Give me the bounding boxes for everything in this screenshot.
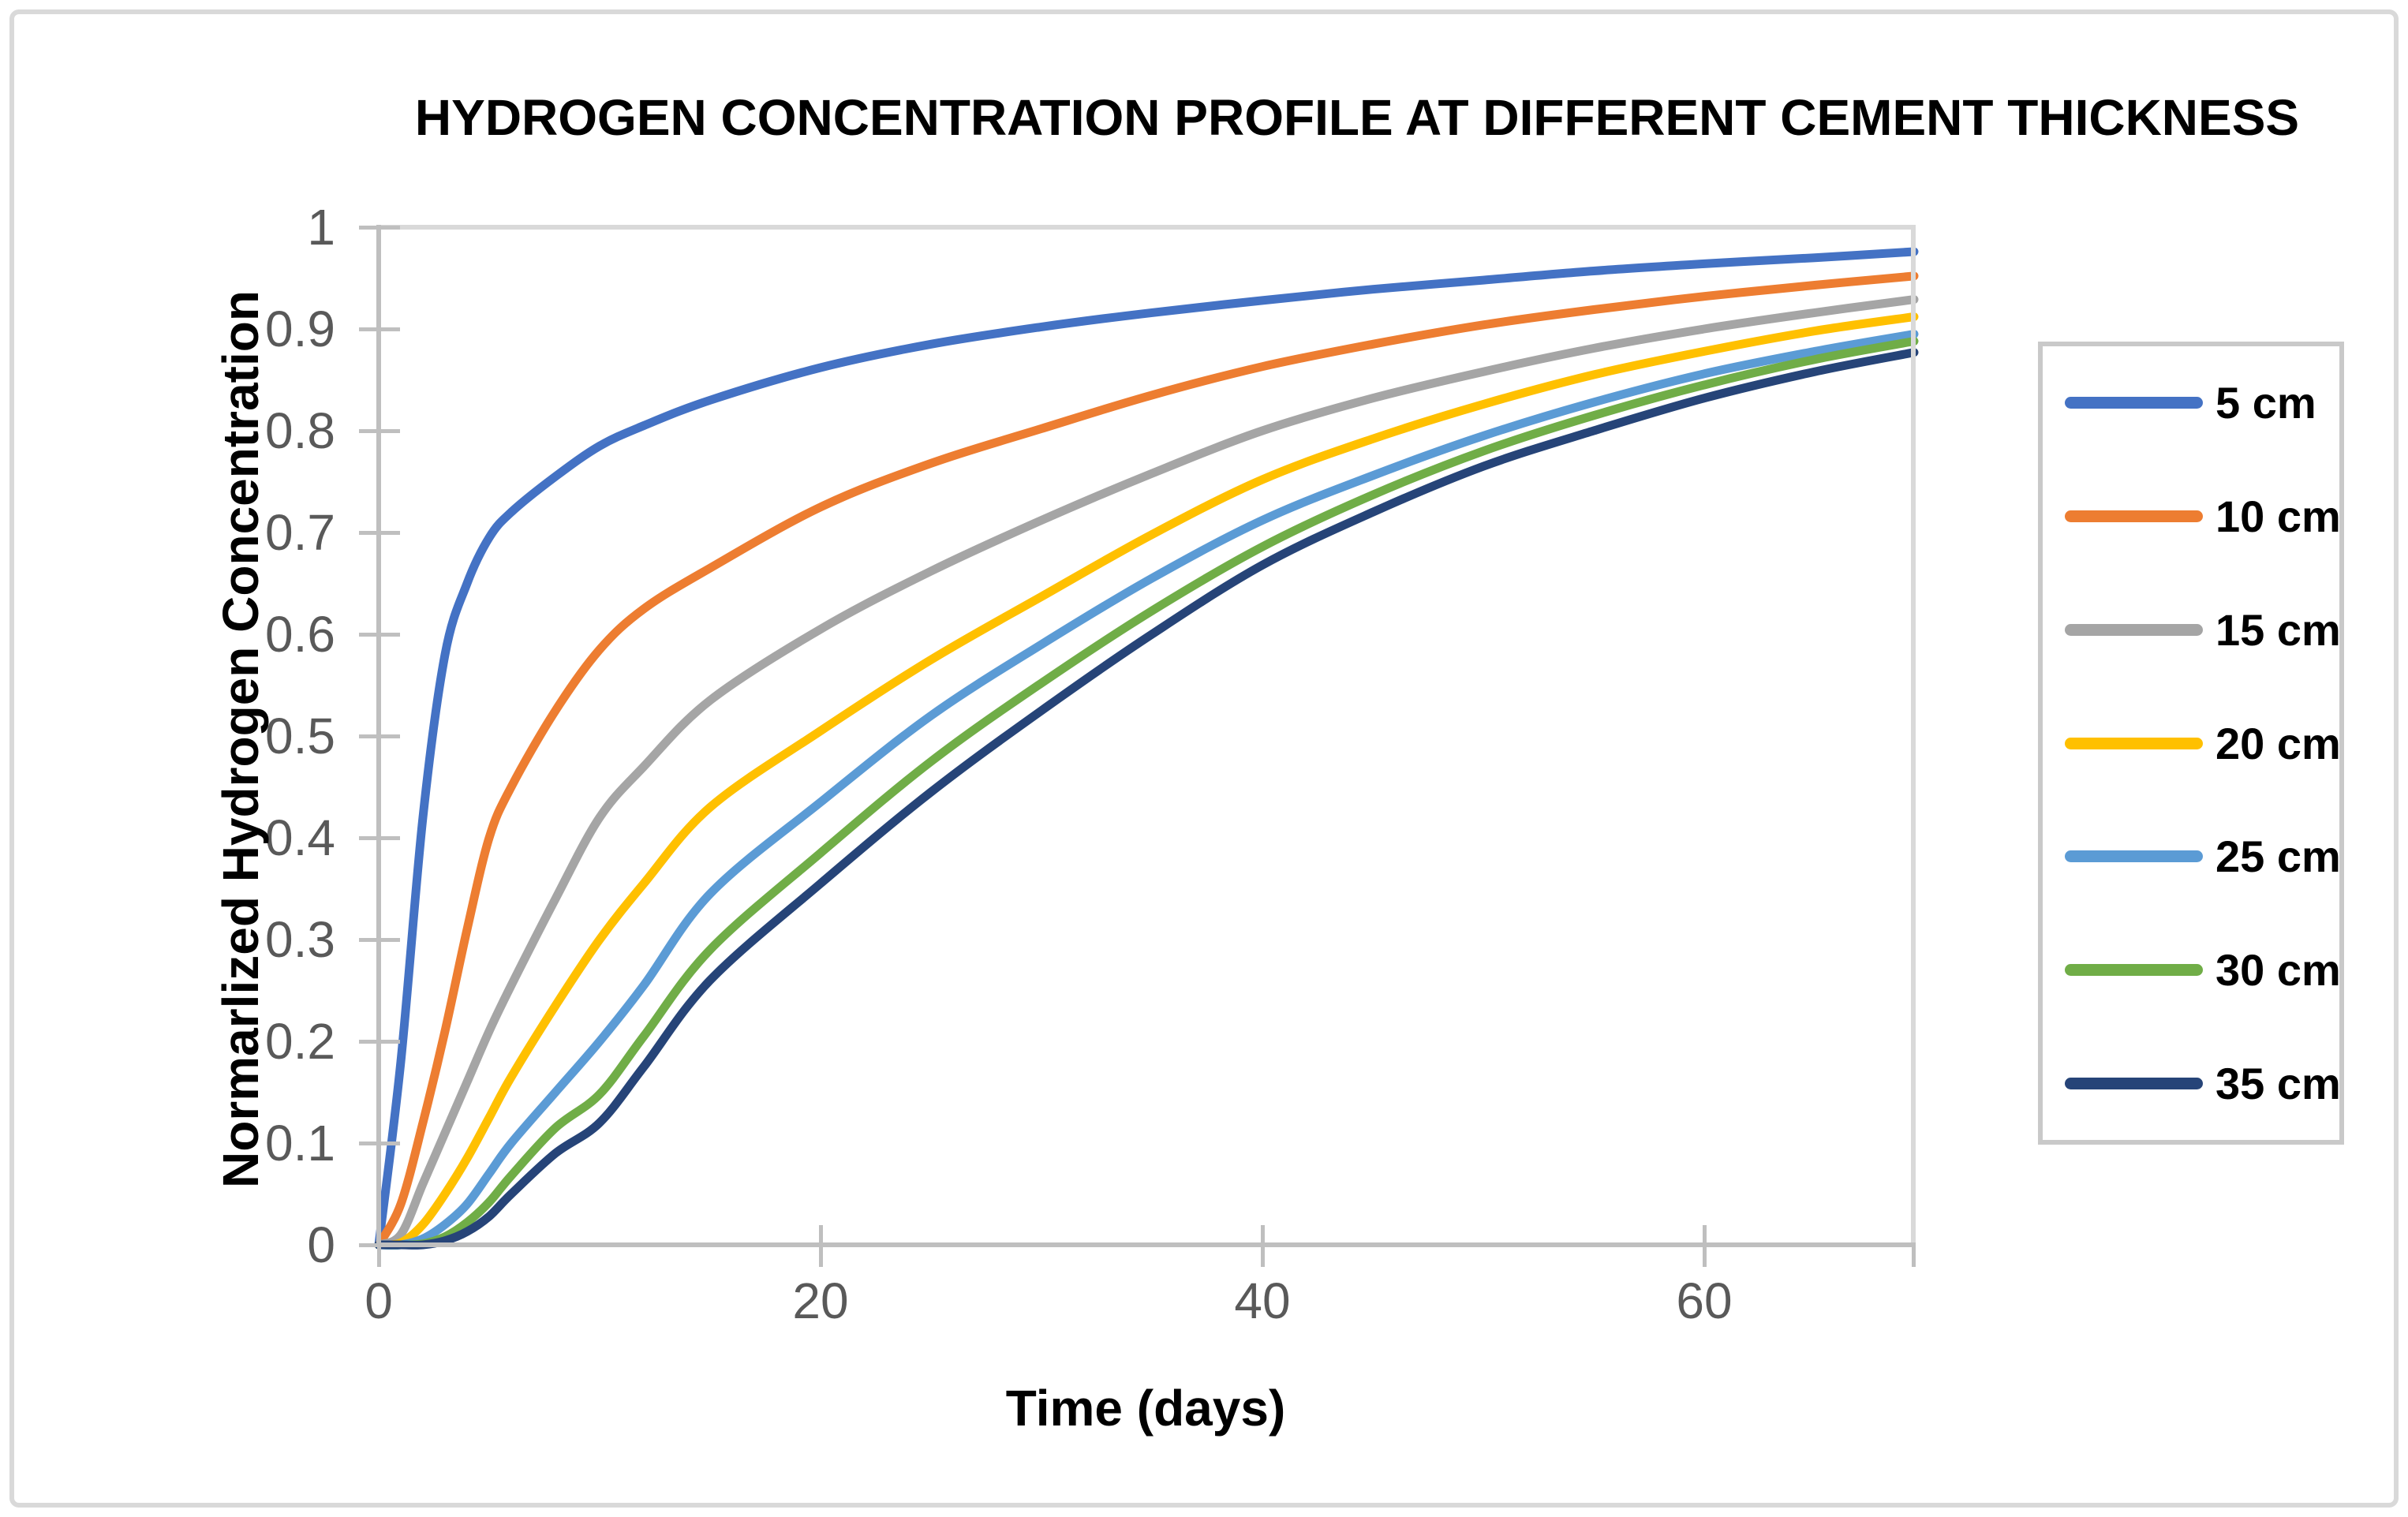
legend-item-5cm: 5 cm: [2043, 346, 2339, 460]
y-tick-mark: [359, 734, 400, 738]
y-tick-mark: [359, 836, 400, 840]
x-axis-title: Time (days): [1005, 1380, 1286, 1437]
series-line-20-cm: [374, 312, 1919, 1250]
legend-label: 5 cm: [2215, 378, 2316, 428]
x-axis-line: [376, 1242, 1916, 1247]
legend-swatch-15cm: [2065, 623, 2203, 636]
y-tick-mark: [359, 327, 400, 331]
y-tick-label: 0.4: [265, 809, 335, 866]
x-tick-mark: [1703, 1225, 1707, 1267]
legend-label: 10 cm: [2215, 491, 2341, 542]
y-tick-label: 0.3: [265, 911, 335, 968]
series-line-30-cm: [374, 337, 1919, 1250]
x-tick-label: 40: [1234, 1272, 1291, 1329]
legend-item-20cm: 20 cm: [2043, 686, 2341, 800]
legend-label: 25 cm: [2215, 831, 2341, 882]
x-tick-label: 20: [792, 1272, 849, 1329]
legend-swatch-30cm: [2065, 963, 2203, 976]
legend-label: 15 cm: [2215, 604, 2341, 655]
y-tick-mark: [359, 633, 400, 637]
series-line-10-cm: [374, 271, 1919, 1250]
y-tick-label: 0.7: [265, 504, 335, 561]
y-tick-mark: [359, 938, 400, 942]
chart-title: HYDROGEN CONCENTRATION PROFILE AT DIFFER…: [414, 89, 2300, 146]
legend-item-30cm: 30 cm: [2043, 914, 2341, 1027]
x-tick-mark-end: [1912, 1247, 1916, 1267]
y-tick-label: 0.2: [265, 1013, 335, 1070]
legend-label: 30 cm: [2215, 944, 2341, 995]
y-tick-label: 0.9: [265, 301, 335, 357]
y-tick-mark: [359, 429, 400, 433]
series-line-25-cm: [374, 330, 1919, 1250]
x-tick-mark: [819, 1225, 823, 1267]
legend: 5 cm 10 cm 15 cm 20 cm 25 cm 30 cm 35 cm: [2038, 342, 2344, 1145]
series-line-5-cm: [374, 247, 1919, 1250]
plot-border-top: [379, 225, 1916, 230]
y-tick-label: 1: [307, 199, 335, 256]
plot-border-right: [1911, 225, 1916, 1247]
x-tick-mark: [1261, 1225, 1265, 1267]
legend-label: 35 cm: [2215, 1058, 2341, 1108]
series-line-15-cm: [374, 295, 1919, 1250]
legend-item-35cm: 35 cm: [2043, 1026, 2341, 1140]
legend-item-10cm: 10 cm: [2043, 460, 2341, 574]
x-tick-label: 60: [1676, 1272, 1733, 1329]
legend-item-15cm: 15 cm: [2043, 573, 2341, 686]
series-line-35-cm: [374, 348, 1919, 1250]
y-tick-label: 0.1: [265, 1115, 335, 1171]
legend-swatch-10cm: [2065, 510, 2203, 523]
legend-swatch-5cm: [2065, 397, 2203, 409]
legend-item-25cm: 25 cm: [2043, 800, 2341, 914]
y-tick-label: 0: [307, 1216, 335, 1273]
y-tick-mark: [359, 531, 400, 535]
legend-label: 20 cm: [2215, 718, 2341, 768]
x-tick-mark: [377, 1225, 381, 1267]
y-tick-mark: [359, 1141, 400, 1145]
y-tick-mark: [359, 226, 400, 230]
x-tick-label: 0: [365, 1272, 393, 1329]
y-tick-mark: [359, 1040, 400, 1044]
y-tick-label: 0.8: [265, 402, 335, 459]
legend-swatch-35cm: [2065, 1077, 2203, 1089]
legend-swatch-20cm: [2065, 737, 2203, 749]
figure-frame: [9, 9, 2399, 1508]
y-tick-label: 0.5: [265, 708, 335, 764]
y-tick-label: 0.6: [265, 606, 335, 663]
legend-swatch-25cm: [2065, 850, 2203, 863]
y-axis-title: Normarlized Hydrogen Concentration: [212, 290, 269, 1188]
